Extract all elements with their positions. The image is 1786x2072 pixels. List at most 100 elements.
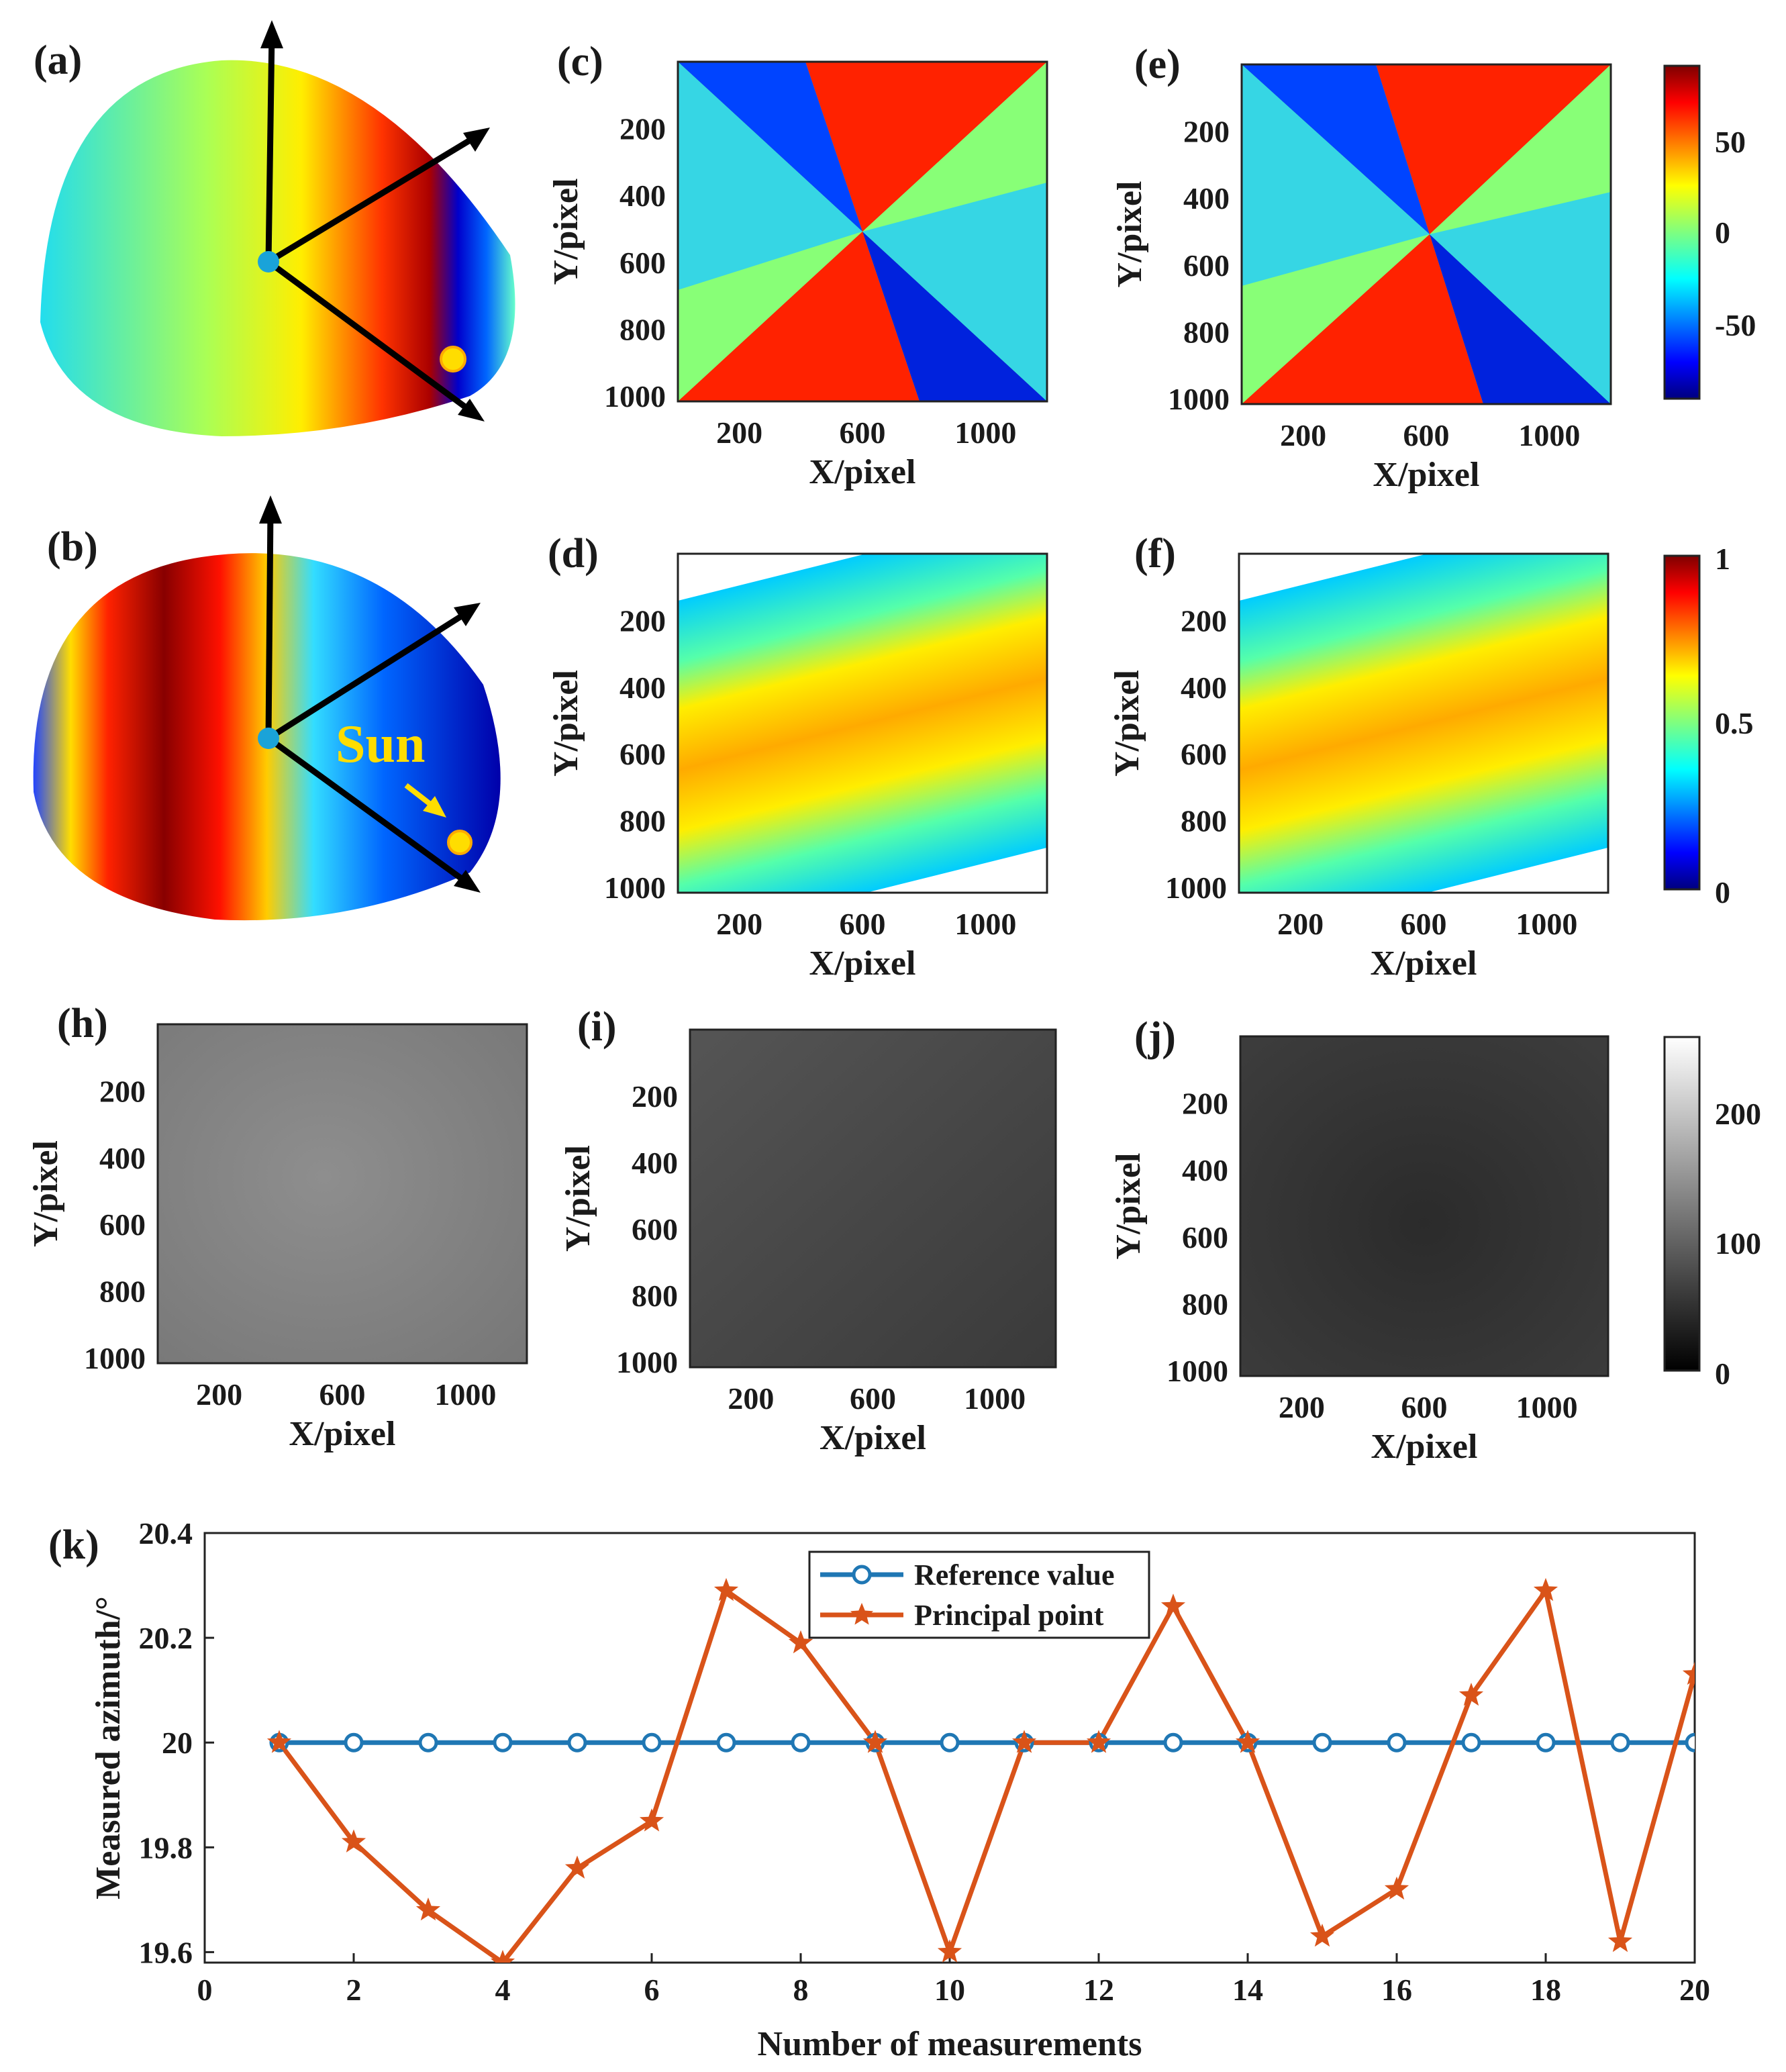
cbar-aop-tick-50: 50 xyxy=(1715,125,1746,159)
map-panel-h: (h) xyxy=(57,1001,528,1365)
reference-point-4 xyxy=(493,1732,513,1753)
map-c-ytick-1000: 1000 xyxy=(604,379,666,413)
reference-point-18 xyxy=(1536,1732,1556,1753)
cbar-dop-tick-1: 1 xyxy=(1715,542,1730,576)
reference-point-17 xyxy=(1461,1732,1481,1753)
sphere-center-point-a xyxy=(258,251,279,273)
map-d-xlabel: X/pixel xyxy=(809,944,916,983)
map-j-ytick-600: 600 xyxy=(1182,1220,1228,1254)
map-h-ytick-1000: 1000 xyxy=(84,1341,146,1375)
map-image-f xyxy=(1239,508,1608,940)
map-j-xtick-1000: 1000 xyxy=(1516,1390,1578,1424)
map-f-ytick-1000: 1000 xyxy=(1165,871,1227,905)
map-h-ytick-200: 200 xyxy=(99,1074,146,1108)
map-f-ylabel: Y/pixel xyxy=(1108,670,1146,777)
chart-k-ticks: 0 2 4 6 8 10 12 14 16 18 20 20.4 20.2 20 19.8 19.6 xyxy=(139,1516,1711,2007)
map-h-xtick-1000: 1000 xyxy=(434,1377,496,1412)
map-i-xtick-200: 200 xyxy=(728,1381,774,1416)
reference-point-2 xyxy=(344,1732,364,1753)
map-e-xtick-600: 600 xyxy=(1403,418,1450,452)
colorbar-aop xyxy=(1663,64,1701,400)
map-f-xtick-200: 200 xyxy=(1277,907,1324,941)
legend-label-principal: Principal point xyxy=(914,1599,1104,1632)
map-f-xlabel: X/pixel xyxy=(1371,944,1477,983)
chart-k-ylabel: Measured azimuth/° xyxy=(89,1596,128,1900)
principal-point-1 xyxy=(266,1730,292,1753)
panel-label-e: (e) xyxy=(1134,42,1181,87)
chart-k-legend: Reference value Principal point xyxy=(808,1550,1150,1639)
panel-label-b: (b) xyxy=(47,524,98,570)
sphere-center-point-b xyxy=(258,728,279,749)
chart-k-xtick-16: 16 xyxy=(1381,1973,1412,2007)
map-d-xtick-600: 600 xyxy=(840,907,886,941)
sphere-a-surface xyxy=(40,60,515,436)
map-j-ytick-1000: 1000 xyxy=(1167,1354,1228,1388)
map-f-clip-top xyxy=(1239,453,1608,554)
reference-point-10 xyxy=(940,1732,960,1753)
map-d-clip-top xyxy=(678,453,1047,554)
chart-k-ytick-20.2: 20.2 xyxy=(139,1621,193,1655)
cbar-gray-tick-100: 100 xyxy=(1715,1226,1761,1261)
map-axes-d: 200 600 1000 200 400 600 800 1000 X/pixel Y/pixel xyxy=(547,603,1016,983)
map-i-ytick-1000: 1000 xyxy=(616,1345,678,1379)
map-f-ytick-600: 600 xyxy=(1181,737,1227,771)
panel-label-c: (c) xyxy=(557,39,603,85)
map-d-ytick-600: 600 xyxy=(619,737,666,771)
map-f-xtick-1000: 1000 xyxy=(1516,907,1577,941)
map-d-ytick-1000: 1000 xyxy=(604,871,666,905)
reference-point-6 xyxy=(642,1732,662,1753)
panel-label-f: (f) xyxy=(1134,531,1176,577)
colorbar-gray-gradient xyxy=(1665,1037,1699,1371)
chart-k-xtick-18: 18 xyxy=(1530,1973,1561,2007)
colorbar-aop-gradient xyxy=(1665,66,1699,399)
map-i-xlabel: X/pixel xyxy=(820,1419,926,1457)
axis-arrow-right-b xyxy=(266,608,472,741)
principal-point-2 xyxy=(341,1829,366,1853)
map-h-ytick-600: 600 xyxy=(99,1207,146,1242)
map-image-h xyxy=(158,1024,527,1363)
map-e-sector-cyan-right xyxy=(1430,192,1611,404)
colorbar-dop xyxy=(1663,554,1701,891)
map-i-ylabel: Y/pixel xyxy=(559,1145,597,1252)
map-c-ytick-200: 200 xyxy=(619,112,666,146)
chart-k-xtick-20: 20 xyxy=(1679,1973,1710,2007)
chart-k-xtick-8: 8 xyxy=(793,1973,809,2007)
principal-point-19 xyxy=(1607,1928,1633,1953)
map-c-ytick-400: 400 xyxy=(619,179,666,213)
map-f-clip-bottom xyxy=(1239,893,1608,993)
arrowhead-down-b xyxy=(454,870,481,893)
map-e-sector-cyan-left xyxy=(1242,64,1430,286)
cbar-aop-tick-0: 0 xyxy=(1715,215,1730,250)
map-c-xtick-600: 600 xyxy=(840,415,886,450)
map-h-ytick-400: 400 xyxy=(99,1141,146,1175)
axis-arrow-up-b xyxy=(265,509,274,739)
map-i-ytick-600: 600 xyxy=(632,1212,678,1246)
sun-label: Sun xyxy=(336,715,425,774)
arrowhead-down-a xyxy=(458,399,485,422)
map-e-ylabel: Y/pixel xyxy=(1111,181,1149,288)
map-d-ylabel: Y/pixel xyxy=(547,670,585,777)
legend-marker-principal xyxy=(850,1603,874,1625)
principal-point-8 xyxy=(788,1630,813,1654)
map-j-xtick-200: 200 xyxy=(1279,1390,1325,1424)
map-c-sector-red xyxy=(805,62,1047,232)
map-i-xtick-1000: 1000 xyxy=(964,1381,1026,1416)
map-j-ytick-800: 800 xyxy=(1182,1287,1228,1321)
principal-point-14 xyxy=(1235,1730,1260,1753)
map-e-ytick-600: 600 xyxy=(1183,248,1230,283)
panel-label-j: (j) xyxy=(1134,1014,1176,1060)
map-e-sector-red xyxy=(1376,64,1611,234)
map-panel-c: (c) xyxy=(557,39,1048,403)
principal-point-9 xyxy=(862,1730,888,1753)
map-axes: 200 600 1000 200 400 600 800 1000 X/pixel Y/pixel… xyxy=(27,112,1580,1466)
cbar-gray-tick-0: 0 xyxy=(1715,1356,1730,1391)
reference-point-15 xyxy=(1312,1732,1332,1753)
map-c-xtick-200: 200 xyxy=(716,415,762,450)
principal-point-15 xyxy=(1309,1924,1335,1947)
map-image-d xyxy=(678,508,1047,940)
panel-label-i: (i) xyxy=(577,1004,617,1050)
map-axes-j: 200 600 1000 200 400 600 800 1000 X/pixel Y/pixel xyxy=(1109,1087,1578,1466)
chart-k-ytick-19.6: 19.6 xyxy=(139,1935,193,1969)
map-panel-d: (d) xyxy=(548,453,1048,993)
